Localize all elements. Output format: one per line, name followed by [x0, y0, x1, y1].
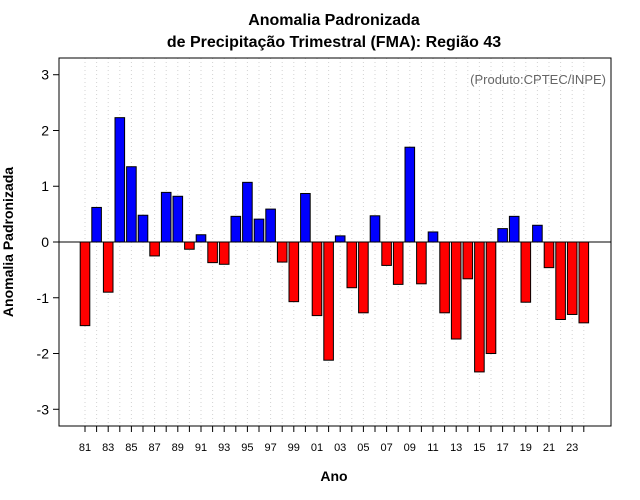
bar-11 — [427, 231, 439, 243]
x-tick-label: 97 — [264, 442, 276, 454]
y-axis: -3 -2 -1 0 1 2 3 — [37, 67, 59, 417]
x-tick-label: 81 — [79, 442, 91, 454]
bar-24 — [578, 241, 590, 324]
bar-16 — [485, 241, 497, 355]
x-axis-label: Ano — [320, 468, 347, 484]
x-tick-label: 89 — [172, 442, 184, 454]
y-tick-label: 2 — [41, 122, 49, 138]
y-tick-label: -2 — [37, 346, 50, 362]
bar-17 — [497, 228, 508, 243]
bar-93 — [218, 241, 230, 265]
bar-23 — [566, 241, 578, 315]
bar-03 — [334, 235, 346, 243]
bar-89 — [172, 195, 184, 243]
bar-08 — [392, 241, 404, 285]
bar-06 — [369, 215, 381, 243]
bar-19 — [520, 241, 532, 303]
bar-01 — [311, 241, 323, 317]
y-tick-label: 1 — [41, 178, 49, 194]
chart-title-line1: Anomalia Padronizada — [248, 12, 420, 29]
x-tick-label: 09 — [404, 442, 416, 454]
bar-07 — [381, 241, 392, 266]
bar-85 — [126, 166, 137, 243]
bars — [79, 117, 590, 373]
x-axis: 81 83 85 87 89 91 93 95 97 99 01 03 05 07 09 11 13 15 17 19… — [79, 426, 585, 454]
bar-21 — [543, 241, 555, 269]
bar-22 — [555, 241, 566, 320]
x-tick-label: 07 — [380, 442, 392, 454]
bar-95 — [242, 181, 253, 243]
x-tick-label: 03 — [334, 442, 346, 454]
x-tick-label: 99 — [288, 442, 300, 454]
bar-97 — [265, 208, 276, 243]
x-tick-label: 15 — [473, 442, 485, 454]
x-tick-label: 95 — [241, 442, 253, 454]
y-tick-label: 3 — [41, 67, 49, 83]
bar-14 — [462, 241, 474, 280]
bar-09 — [404, 146, 416, 243]
bar-91 — [195, 234, 207, 243]
bar-98 — [276, 241, 288, 263]
x-tick-label: 91 — [195, 442, 207, 454]
bar-96 — [253, 218, 265, 243]
bar-18 — [508, 215, 520, 243]
x-tick-label: 05 — [357, 442, 369, 454]
y-axis-label: Anomalia Padronizada — [0, 167, 16, 317]
x-tick-label: 83 — [102, 442, 114, 454]
bar-83 — [102, 241, 114, 293]
x-tick-label: 19 — [520, 442, 532, 454]
bar-05 — [358, 241, 369, 314]
bar-99 — [288, 241, 300, 303]
x-tick-label: 87 — [148, 442, 160, 454]
y-tick-label: 0 — [41, 234, 49, 250]
bar-15 — [474, 241, 485, 373]
bar-02 — [323, 241, 334, 361]
y-tick-label: -3 — [37, 401, 50, 417]
x-tick-label: 17 — [496, 442, 508, 454]
x-tick-label: 01 — [311, 442, 323, 454]
bar-20 — [532, 224, 543, 243]
y-tick-label: -1 — [37, 290, 50, 306]
bar-10 — [416, 241, 427, 285]
bar-82 — [91, 206, 102, 243]
x-tick-label: 11 — [427, 442, 438, 454]
bar-92 — [207, 241, 218, 264]
x-tick-label: 13 — [450, 442, 462, 454]
bar-84 — [114, 117, 126, 243]
bar-88 — [160, 191, 172, 243]
bar-81 — [79, 241, 91, 327]
bar-94 — [230, 215, 242, 243]
bar-86 — [137, 214, 149, 243]
x-tick-label: 85 — [125, 442, 137, 454]
x-tick-label: 21 — [543, 442, 555, 454]
x-tick-label: 93 — [218, 442, 230, 454]
bar-00 — [300, 192, 311, 243]
chart-title-line2: de Precipitação Trimestral (FMA): Região… — [167, 34, 501, 51]
bar-04 — [346, 241, 358, 289]
bar-90 — [184, 241, 195, 250]
product-annotation: (Produto:CPTEC/INPE) — [470, 72, 606, 87]
bar-87 — [149, 241, 160, 257]
bar-12 — [439, 241, 450, 314]
bar-13 — [450, 241, 462, 340]
x-tick-label: 23 — [566, 442, 578, 454]
